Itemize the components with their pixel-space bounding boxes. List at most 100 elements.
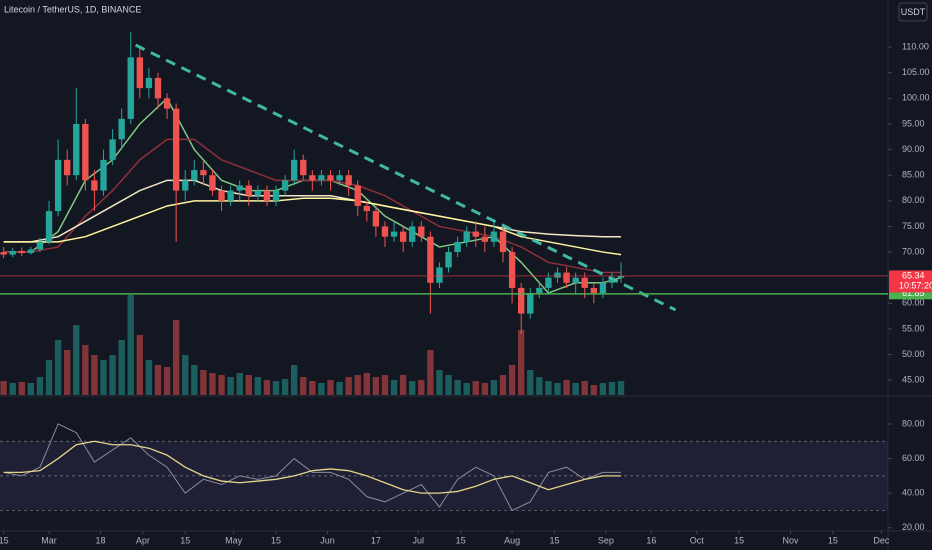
candle-body [427,236,434,283]
x-tick-label: 15 [828,535,838,545]
candle-body [281,180,289,191]
y-tick-label: 85.00 [902,170,925,180]
x-tick-label: 16 [646,535,656,545]
candle-body [127,57,134,119]
volume-bar [18,382,25,395]
x-tick-label: Dec [873,535,890,545]
candle-body [0,252,7,255]
x-tick-label: Sep [598,535,614,545]
candle-body [336,175,343,181]
volume-bar [372,377,380,395]
candle-body [254,190,262,196]
volume-bar [581,381,588,395]
candle-body [245,185,252,196]
volume-bar [572,383,579,395]
candle-body [82,123,89,181]
volume-bar [527,370,534,395]
x-tick-label: Mar [41,535,57,545]
candle-body [354,185,361,206]
x-tick-label: Jul [413,535,425,545]
candle-body [209,175,216,191]
candle-body [100,159,107,191]
volume-bar [336,382,343,395]
volume-bar [82,345,89,395]
volume-bar [218,375,225,395]
candle-body [581,277,588,288]
volume-bar [445,375,452,395]
volume-bar [200,370,207,395]
rsi-y-tick-label: 60.00 [902,453,925,463]
x-tick-label: May [225,535,243,545]
volume-bar [617,381,625,395]
x-tick-label: 18 [95,535,105,545]
volume-bar [291,365,298,395]
candle-body [436,267,443,283]
candle-body [154,77,162,99]
volume-bar [163,367,171,395]
candle-body [18,251,25,254]
candle-body [490,231,498,242]
volume-bar [490,380,498,395]
x-tick-label: 17 [371,535,381,545]
y-tick-label: 105.00 [902,67,930,77]
candle-body [227,190,234,201]
y-tick-label: 110.00 [902,42,929,52]
currency-button[interactable] [898,2,928,22]
y-tick-label: 100.00 [902,93,930,103]
x-tick-label: Nov [783,535,800,545]
currency-label[interactable]: USDT [901,7,926,17]
price-badge-label: 61.85 [902,288,925,298]
volume-bar [409,381,416,395]
volume-bar [281,379,289,395]
y-tick-label: 60.00 [902,298,925,308]
candle-body [218,190,225,201]
volume-bar [263,380,271,395]
candle-body [454,241,461,253]
volume-bar [64,350,71,395]
volume-bar [508,365,516,395]
candle-body [172,108,180,191]
volume-bar [91,355,98,395]
candle-body [617,275,625,278]
volume-bar [172,320,180,395]
candle-body [118,118,125,140]
volume-bar [109,355,116,395]
volume-bar [545,381,552,395]
x-tick-label: 15 [271,535,281,545]
volume-bar [518,330,525,395]
x-tick-label: Jun [320,535,335,545]
volume-bar [563,380,570,395]
candle-body [445,252,452,268]
candle-body [64,159,71,176]
volume-bar [254,377,262,395]
price-badge-label: 65.34 [902,270,925,280]
candle-body [472,231,479,237]
y-tick-label: 75.00 [902,221,925,231]
volume-bar [245,375,252,395]
volume-bar [118,340,125,395]
candle-body [73,123,80,176]
volume-bar [9,383,16,395]
volume-bar [608,382,616,395]
candle-body [9,251,16,255]
candle-body [36,241,44,250]
candle-body [182,180,189,191]
countdown: 10:57:20 [899,280,932,290]
candle-body [399,231,407,242]
candle-body [318,175,325,181]
volume-bar [0,381,7,395]
x-tick-label: 15 [0,535,9,545]
volume-bar [227,377,234,395]
candle-body [563,272,570,283]
volume-bar [590,385,597,395]
candle-body [463,231,470,242]
x-tick-label: Oct [690,535,705,545]
volume-bar [182,355,189,395]
candle-body [91,180,98,191]
volume-bar [100,360,107,395]
candle-body [381,226,389,237]
volume-bar [481,383,489,395]
main-pane [0,31,677,395]
candle-body [345,175,352,186]
